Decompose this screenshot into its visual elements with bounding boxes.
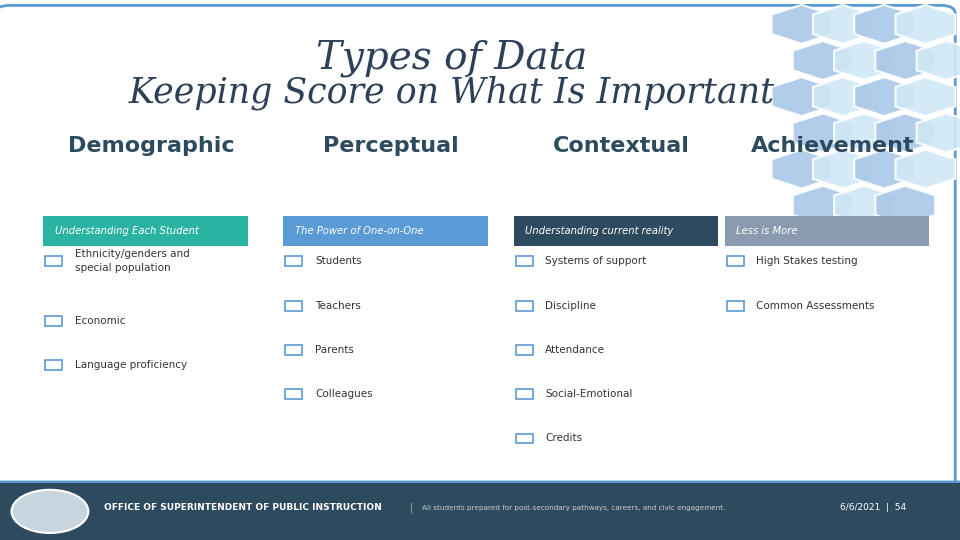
Text: Understanding current reality: Understanding current reality [525,226,673,236]
Text: OFFICE OF SUPERINTENDENT OF PUBLIC INSTRUCTION: OFFICE OF SUPERINTENDENT OF PUBLIC INSTR… [104,503,381,512]
Text: Less is More: Less is More [736,226,798,236]
Text: Types of Data: Types of Data [316,39,587,77]
Bar [285,256,302,266]
FancyBboxPatch shape [0,5,955,494]
Text: |: | [409,502,413,513]
Text: Students: Students [315,256,362,266]
Bar [43,216,248,246]
Text: Achievement: Achievement [751,136,915,156]
Bar [516,434,533,443]
Bar [725,216,929,246]
Bar [45,360,62,370]
Bar [516,345,533,355]
Bar [45,316,62,326]
Text: The Power of One-on-One: The Power of One-on-One [295,226,423,236]
Text: Economic: Economic [75,316,126,326]
Bar [283,216,488,246]
Bar [514,216,718,246]
Bar [516,256,533,266]
Bar [727,301,744,310]
Text: Demographic: Demographic [68,136,234,156]
Bar [285,301,302,310]
Bar [0,483,960,540]
Text: Colleagues: Colleagues [315,389,372,399]
Bar [727,256,744,266]
Text: Understanding Each Student: Understanding Each Student [55,226,199,236]
Text: Teachers: Teachers [315,301,361,310]
Text: Contextual: Contextual [553,136,690,156]
Text: Ethnicity/genders and: Ethnicity/genders and [75,249,190,259]
Circle shape [12,490,88,533]
Text: Discipline: Discipline [545,301,596,310]
Text: Systems of support: Systems of support [545,256,646,266]
Bar [285,389,302,399]
Text: All students prepared for post-secondary pathways, careers, and civic engagement: All students prepared for post-secondary… [422,504,726,511]
Text: Keeping Score on What Is Important: Keeping Score on What Is Important [128,76,775,110]
Bar [516,301,533,310]
Text: Credits: Credits [545,434,583,443]
Bar [516,389,533,399]
Text: High Stakes testing: High Stakes testing [756,256,858,266]
Text: special population: special population [75,263,171,273]
Text: Social-Emotional: Social-Emotional [545,389,633,399]
Text: Parents: Parents [315,345,353,355]
Text: Perceptual: Perceptual [324,136,459,156]
Text: 6/6/2021  |  54: 6/6/2021 | 54 [840,503,906,512]
Text: Language proficiency: Language proficiency [75,360,187,370]
Text: Attendance: Attendance [545,345,606,355]
Bar [45,256,62,266]
Text: Common Assessments: Common Assessments [756,301,875,310]
Bar [285,345,302,355]
